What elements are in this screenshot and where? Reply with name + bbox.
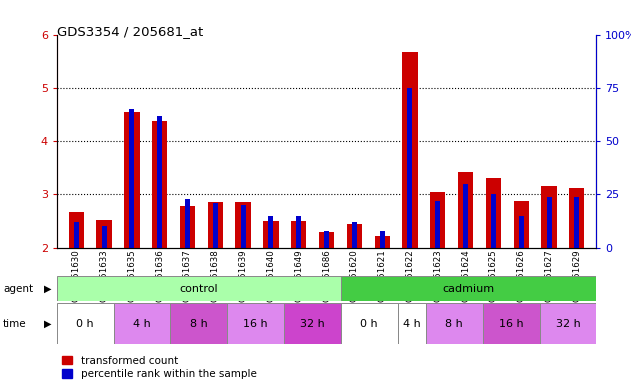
Text: 32 h: 32 h	[300, 318, 325, 329]
Bar	[546, 197, 551, 248]
Bar	[180, 206, 195, 248]
Bar	[240, 205, 245, 248]
Bar	[208, 202, 223, 248]
Text: 16 h: 16 h	[498, 318, 524, 329]
Bar	[74, 222, 79, 248]
Bar	[403, 51, 418, 248]
Bar	[114, 303, 170, 344]
Text: ▶: ▶	[44, 284, 52, 294]
Text: ▶: ▶	[44, 319, 52, 329]
Bar	[284, 303, 341, 344]
Bar	[129, 109, 134, 248]
Text: cadmium: cadmium	[442, 284, 495, 294]
Bar	[458, 172, 473, 248]
Bar	[268, 216, 273, 248]
Text: 8 h: 8 h	[445, 318, 463, 329]
Bar	[97, 220, 112, 248]
Bar	[540, 303, 596, 344]
Bar	[483, 303, 540, 344]
Bar	[69, 212, 84, 248]
Text: 4 h: 4 h	[403, 318, 421, 329]
Bar	[341, 276, 596, 301]
Bar	[463, 184, 468, 248]
Bar	[235, 202, 251, 248]
Bar	[519, 216, 524, 248]
Bar	[574, 197, 579, 248]
Bar	[227, 303, 284, 344]
Text: 0 h: 0 h	[76, 318, 94, 329]
Bar	[152, 121, 167, 248]
Bar	[57, 276, 341, 301]
Bar	[185, 199, 190, 248]
Bar	[375, 236, 390, 248]
Bar	[408, 88, 413, 248]
Text: 16 h: 16 h	[243, 318, 268, 329]
Bar	[57, 303, 114, 344]
Bar	[102, 227, 107, 248]
Bar	[352, 222, 357, 248]
Text: 0 h: 0 h	[360, 318, 378, 329]
Bar	[435, 201, 440, 248]
Text: 4 h: 4 h	[133, 318, 151, 329]
Bar	[324, 231, 329, 248]
Bar	[296, 216, 301, 248]
Bar	[341, 303, 398, 344]
Text: 32 h: 32 h	[555, 318, 581, 329]
Bar	[491, 194, 496, 248]
Bar	[157, 116, 162, 248]
Bar	[514, 201, 529, 248]
Bar	[426, 303, 483, 344]
Text: GDS3354 / 205681_at: GDS3354 / 205681_at	[57, 25, 203, 38]
Bar	[213, 203, 218, 248]
Bar	[263, 221, 278, 248]
Bar	[291, 221, 307, 248]
Bar	[430, 192, 445, 248]
Bar	[170, 303, 227, 344]
Text: agent: agent	[3, 284, 33, 294]
Bar	[319, 232, 334, 248]
Bar	[541, 186, 557, 248]
Text: 8 h: 8 h	[190, 318, 208, 329]
Legend: transformed count, percentile rank within the sample: transformed count, percentile rank withi…	[62, 356, 257, 379]
Bar	[398, 303, 426, 344]
Bar	[569, 188, 584, 248]
Bar	[346, 224, 362, 248]
Text: time: time	[3, 319, 27, 329]
Bar	[380, 231, 385, 248]
Bar	[124, 112, 139, 248]
Bar	[486, 179, 501, 248]
Text: control: control	[179, 284, 218, 294]
